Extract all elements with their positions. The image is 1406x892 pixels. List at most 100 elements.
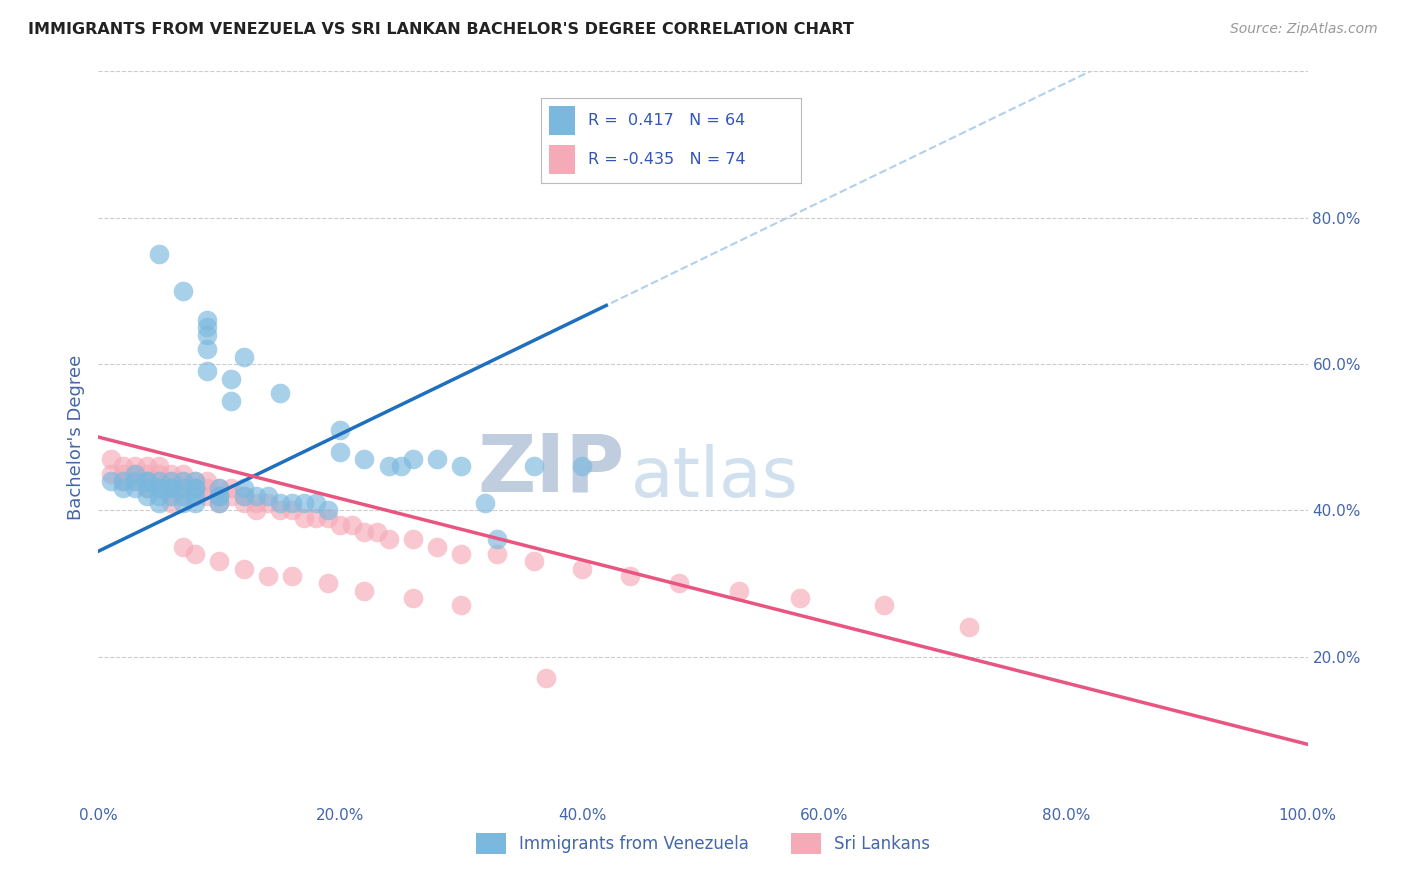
Point [342, 517, 364, 532]
Point [402, 533, 425, 547]
Point [135, 474, 157, 488]
Point [366, 525, 388, 540]
Point [269, 503, 291, 517]
Point [148, 247, 170, 261]
Point [728, 583, 751, 598]
Point [256, 569, 278, 583]
Point [789, 591, 811, 605]
Point [208, 489, 231, 503]
Point [111, 474, 134, 488]
Point [281, 496, 304, 510]
Point [474, 496, 496, 510]
Point [316, 503, 339, 517]
Point [353, 525, 375, 540]
Point [195, 327, 218, 342]
Point [100, 467, 122, 481]
Point [172, 540, 194, 554]
Point [124, 481, 146, 495]
Point [232, 489, 254, 503]
FancyBboxPatch shape [550, 145, 575, 175]
Point [269, 386, 291, 401]
Point [534, 672, 557, 686]
Point [221, 481, 243, 495]
Point [402, 452, 425, 467]
Point [208, 489, 231, 503]
Point [184, 474, 207, 488]
Point [172, 481, 194, 495]
Point [523, 459, 546, 474]
Point [232, 562, 254, 576]
Point [329, 423, 352, 437]
Point [135, 481, 157, 495]
Point [329, 444, 352, 458]
Point [245, 496, 267, 510]
Point [148, 489, 170, 503]
Point [184, 489, 207, 503]
Point [148, 496, 170, 510]
Point [135, 474, 157, 488]
Point [172, 496, 194, 510]
Point [172, 489, 194, 503]
Point [195, 313, 218, 327]
Point [148, 467, 170, 481]
Point [256, 489, 278, 503]
Point [195, 474, 218, 488]
Point [100, 452, 122, 467]
Point [195, 343, 218, 357]
Point [426, 452, 449, 467]
Point [957, 620, 980, 634]
Point [160, 481, 183, 495]
Point [172, 481, 194, 495]
Point [195, 481, 218, 495]
Point [124, 467, 146, 481]
Point [402, 591, 425, 605]
Point [450, 599, 472, 613]
Point [486, 533, 509, 547]
Point [195, 364, 218, 378]
Point [292, 496, 315, 510]
Point [668, 576, 690, 591]
Point [329, 517, 352, 532]
Point [148, 459, 170, 474]
Point [305, 496, 328, 510]
Text: IMMIGRANTS FROM VENEZUELA VS SRI LANKAN BACHELOR'S DEGREE CORRELATION CHART: IMMIGRANTS FROM VENEZUELA VS SRI LANKAN … [28, 22, 853, 37]
FancyBboxPatch shape [550, 106, 575, 136]
Point [184, 547, 207, 561]
Point [269, 496, 291, 510]
Point [184, 474, 207, 488]
Point [148, 481, 170, 495]
Point [619, 569, 641, 583]
Text: R =  0.417   N = 64: R = 0.417 N = 64 [588, 113, 745, 128]
Point [232, 350, 254, 364]
Point [135, 467, 157, 481]
Point [184, 481, 207, 495]
Point [111, 467, 134, 481]
Point [148, 481, 170, 495]
Point [135, 459, 157, 474]
Point [353, 583, 375, 598]
Point [160, 489, 183, 503]
Point [184, 496, 207, 510]
Point [256, 496, 278, 510]
Point [100, 474, 122, 488]
Point [377, 459, 399, 474]
Point [292, 510, 315, 524]
Point [111, 474, 134, 488]
Point [523, 554, 546, 568]
Point [245, 503, 267, 517]
Point [486, 547, 509, 561]
Point [426, 540, 449, 554]
Point [377, 533, 399, 547]
Point [450, 459, 472, 474]
Point [208, 554, 231, 568]
Point [232, 481, 254, 495]
Point [124, 459, 146, 474]
Point [184, 481, 207, 495]
Point [160, 474, 183, 488]
Point [172, 474, 194, 488]
Point [305, 510, 328, 524]
Point [195, 489, 218, 503]
Point [208, 481, 231, 495]
Point [208, 489, 231, 503]
Point [148, 474, 170, 488]
